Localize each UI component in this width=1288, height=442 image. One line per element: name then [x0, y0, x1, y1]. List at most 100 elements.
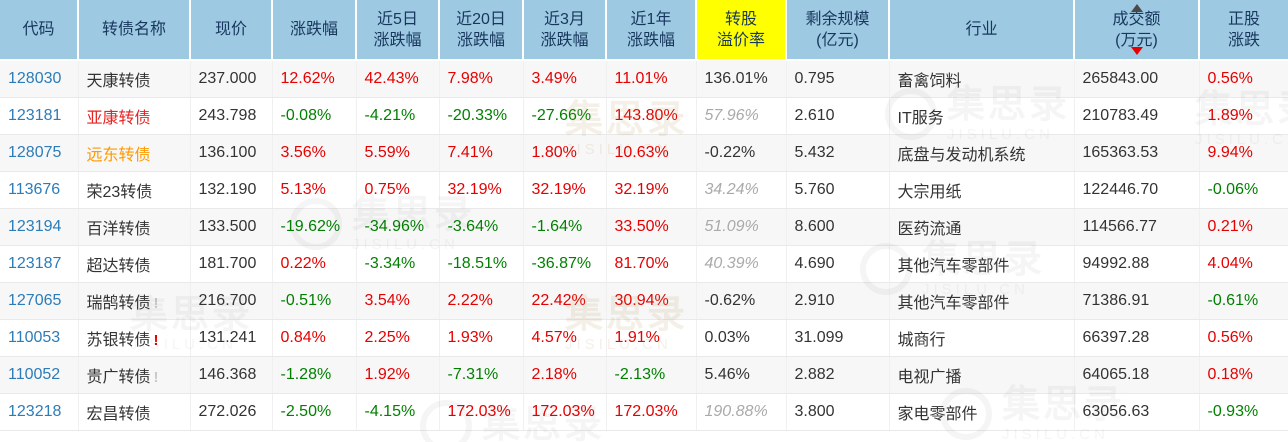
column-header-chg20d[interactable]: 近20日 涨跌幅 — [439, 0, 524, 61]
table-row: 113676 荣23转债 132.190 5.13% 0.75% 32.19% 32.19%… — [0, 171, 1288, 209]
stock-change-cell: -0.61% — [1199, 282, 1288, 320]
stock-change-cell: 0.18% — [1199, 356, 1288, 394]
bond-name[interactable]: 贵广转债 — [86, 368, 151, 386]
bond-name[interactable]: 远东转债 — [86, 146, 151, 164]
table-row: 110052 贵广转债! 146.368 -1.28% 1.92% -7.31% 2.18%… — [0, 356, 1288, 394]
column-header-code[interactable]: 代码 — [0, 0, 79, 61]
remaining-size-cell: 5.760 — [786, 171, 890, 209]
chg20d-cell: 32.19% — [439, 171, 524, 209]
bond-name-cell[interactable]: 贵广转债! — [78, 356, 191, 394]
bond-code-cell[interactable]: 127065 — [0, 282, 79, 320]
bond-name[interactable]: 亚康转债 — [86, 109, 151, 127]
table-row: 127065 瑞鹄转债! 216.700 -0.51% 3.54% 2.22% 22.42%… — [0, 282, 1288, 320]
stock-change-cell: -0.06% — [1199, 171, 1288, 209]
bond-code-cell[interactable]: 128030 — [0, 60, 79, 98]
table-header: 代码 转债名称 现价 涨跌幅 近5日 涨跌幅 近20日 涨跌幅 近3月 涨跌幅 近1年 涨跌幅 转股 溢价… — [0, 0, 1288, 61]
chg1y-cell: 11.01% — [606, 60, 697, 98]
turnover-cell: 71386.91 — [1074, 282, 1200, 320]
chg20d-cell: -18.51% — [439, 245, 524, 283]
table-row: 123187 超达转债 181.700 0.22% -3.34% -18.51% -36.8… — [0, 245, 1288, 283]
chg3m-cell: 32.19% — [523, 171, 607, 209]
stock-change-cell: 0.56% — [1199, 60, 1288, 98]
bond-code-cell[interactable]: 123181 — [0, 97, 79, 135]
chg5d-cell: 5.59% — [356, 134, 440, 172]
bond-name-cell[interactable]: 宏昌转债 — [78, 393, 191, 431]
chg5d-cell: 1.92% — [356, 356, 440, 394]
industry-cell: IT服务 — [889, 97, 1075, 135]
bond-name-cell[interactable]: 天康转债 — [78, 60, 191, 98]
column-header-chg[interactable]: 涨跌幅 — [272, 0, 357, 61]
chg20d-cell: 172.03% — [439, 393, 524, 431]
chg20d-cell: 7.98% — [439, 60, 524, 98]
price-cell: 131.241 — [190, 319, 273, 357]
column-header-label: 涨跌幅 — [626, 31, 675, 49]
bond-name[interactable]: 超达转债 — [86, 257, 151, 275]
sort-descending-icon[interactable] — [1130, 47, 1143, 55]
chg20d-cell: 7.41% — [439, 134, 524, 172]
turnover-cell: 114566.77 — [1074, 208, 1200, 246]
column-header-price[interactable]: 现价 — [190, 0, 273, 61]
bond-code-cell[interactable]: 123194 — [0, 208, 79, 246]
bond-code-cell[interactable]: 123187 — [0, 245, 79, 283]
column-header-chg5d[interactable]: 近5日 涨跌幅 — [356, 0, 440, 61]
bond-code-cell[interactable]: 123218 — [0, 393, 79, 431]
chg5d-cell: 0.75% — [356, 171, 440, 209]
bond-name-cell[interactable]: 苏银转债! — [78, 319, 191, 357]
chg-cell: -0.51% — [272, 282, 357, 320]
turnover-cell: 66397.28 — [1074, 319, 1200, 357]
bond-name-cell[interactable]: 远东转债 — [78, 134, 191, 172]
premium-cell: 190.88% — [696, 393, 787, 431]
column-header-label: 剩余规模 — [805, 10, 870, 28]
bond-code-cell[interactable]: 110053 — [0, 319, 79, 357]
industry-cell: 底盘与发动机系统 — [889, 134, 1075, 172]
bond-code-cell[interactable]: 128075 — [0, 134, 79, 172]
column-header-remain[interactable]: 剩余规模 (亿元) — [786, 0, 890, 61]
chg5d-cell: -4.15% — [356, 393, 440, 431]
bond-name[interactable]: 天康转债 — [86, 72, 151, 90]
bond-name[interactable]: 荣23转债 — [86, 183, 153, 201]
column-header-name[interactable]: 转债名称 — [78, 0, 191, 61]
table-row: 128075 远东转债 136.100 3.56% 5.59% 7.41% 1.80% 10.… — [0, 134, 1288, 172]
column-header-label: 成交额 — [1112, 10, 1161, 28]
bond-code-cell[interactable]: 110052 — [0, 356, 79, 394]
chg1y-cell: 1.91% — [606, 319, 697, 357]
chg5d-cell: -34.96% — [356, 208, 440, 246]
column-header-label: 转债名称 — [101, 21, 166, 38]
column-header-label: 代码 — [22, 21, 55, 38]
chg-cell: -1.28% — [272, 356, 357, 394]
bond-name[interactable]: 瑞鹄转债 — [86, 294, 151, 312]
bond-name-cell[interactable]: 荣23转债 — [78, 171, 191, 209]
stock-change-cell: 0.56% — [1199, 319, 1288, 357]
column-header-label: 近20日 — [456, 10, 506, 28]
table-body: 128030 天康转债 237.000 12.62% 42.43% 7.98% 3.49% 1… — [0, 60, 1288, 431]
bond-name[interactable]: 宏昌转债 — [86, 405, 151, 423]
industry-cell: 医药流通 — [889, 208, 1075, 246]
industry-cell: 其他汽车零部件 — [889, 245, 1075, 283]
bond-name-cell[interactable]: 瑞鹄转债! — [78, 282, 191, 320]
column-header-premium[interactable]: 转股 溢价率 — [696, 0, 787, 61]
chg-cell: 12.62% — [272, 60, 357, 98]
bond-name-cell[interactable]: 亚康转债 — [78, 97, 191, 135]
chg20d-cell: -20.33% — [439, 97, 524, 135]
column-header-chg3m[interactable]: 近3月 涨跌幅 — [523, 0, 607, 61]
chg3m-cell: 172.03% — [523, 393, 607, 431]
stock-change-cell: 4.04% — [1199, 245, 1288, 283]
bond-name-cell[interactable]: 百洋转债 — [78, 208, 191, 246]
remaining-size-cell: 2.910 — [786, 282, 890, 320]
chg20d-cell: -3.64% — [439, 208, 524, 246]
bond-code-cell[interactable]: 113676 — [0, 171, 79, 209]
column-header-label: 涨跌幅 — [373, 31, 422, 49]
industry-cell: 大宗用纸 — [889, 171, 1075, 209]
column-header-chg1y[interactable]: 近1年 涨跌幅 — [606, 0, 697, 61]
bond-name-cell[interactable]: 超达转债 — [78, 245, 191, 283]
premium-cell: 136.01% — [696, 60, 787, 98]
chg3m-cell: 2.18% — [523, 356, 607, 394]
bond-name[interactable]: 百洋转债 — [86, 220, 151, 238]
chg3m-cell: 22.42% — [523, 282, 607, 320]
column-header-industry[interactable]: 行业 — [889, 0, 1075, 61]
column-header-stock_chg[interactable]: 正股 涨跌 — [1199, 0, 1288, 61]
stock-change-cell: -0.93% — [1199, 393, 1288, 431]
bond-name[interactable]: 苏银转债 — [86, 331, 151, 349]
column-header-turnover[interactable]: 成交额 (万元) — [1074, 0, 1200, 61]
sort-ascending-icon[interactable] — [1130, 4, 1143, 12]
